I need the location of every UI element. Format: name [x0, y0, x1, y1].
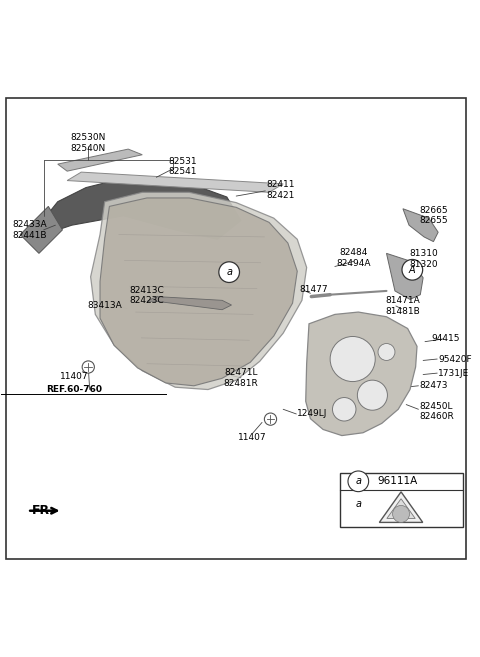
Polygon shape	[91, 193, 307, 390]
Text: 82665
82655: 82665 82655	[419, 206, 448, 225]
Text: a: a	[226, 267, 232, 277]
Circle shape	[219, 261, 240, 283]
Text: 1731JE: 1731JE	[438, 369, 469, 378]
Text: 83413A: 83413A	[87, 302, 122, 311]
Text: A: A	[409, 265, 416, 275]
Polygon shape	[100, 198, 297, 386]
Text: 11407: 11407	[239, 433, 267, 442]
Text: 94415: 94415	[431, 334, 459, 344]
Text: 1249LJ: 1249LJ	[297, 409, 328, 419]
Polygon shape	[306, 312, 417, 436]
Text: 82473: 82473	[420, 381, 448, 390]
Text: 81477: 81477	[300, 286, 328, 294]
Text: 82413C
82423C: 82413C 82423C	[130, 286, 164, 306]
Polygon shape	[379, 492, 423, 522]
Polygon shape	[67, 172, 283, 193]
Text: 82411
82421: 82411 82421	[267, 180, 295, 200]
Text: 82530N
82540N: 82530N 82540N	[71, 133, 106, 152]
Text: REF.60-760: REF.60-760	[46, 385, 102, 394]
Circle shape	[330, 336, 375, 382]
Polygon shape	[403, 209, 438, 242]
Polygon shape	[387, 499, 415, 518]
Circle shape	[264, 413, 276, 425]
Text: 82484
82494A: 82484 82494A	[336, 248, 371, 268]
Polygon shape	[386, 254, 423, 300]
Circle shape	[378, 344, 395, 361]
Circle shape	[82, 361, 95, 373]
Text: 95420F: 95420F	[438, 355, 472, 363]
Circle shape	[348, 494, 369, 514]
Text: a: a	[355, 476, 361, 486]
Text: 81471A
81481B: 81471A 81481B	[385, 296, 420, 315]
Text: 96111A: 96111A	[377, 476, 417, 486]
Text: 82433A
82441B: 82433A 82441B	[12, 220, 47, 240]
Polygon shape	[20, 206, 62, 254]
Circle shape	[358, 380, 387, 410]
Circle shape	[402, 260, 423, 280]
Text: a: a	[355, 499, 361, 509]
Text: 81310
81320: 81310 81320	[410, 249, 438, 269]
Circle shape	[393, 505, 409, 522]
Polygon shape	[147, 296, 231, 309]
Text: FR.: FR.	[32, 504, 55, 517]
Polygon shape	[39, 178, 241, 239]
Polygon shape	[58, 149, 142, 171]
Text: 82450L
82460R: 82450L 82460R	[420, 402, 454, 421]
Text: 82471L
82481R: 82471L 82481R	[224, 368, 258, 388]
FancyBboxPatch shape	[339, 472, 463, 527]
Circle shape	[333, 397, 356, 421]
Text: 11407: 11407	[60, 372, 88, 381]
Text: 82531
82541: 82531 82541	[168, 157, 196, 176]
Circle shape	[348, 471, 369, 491]
